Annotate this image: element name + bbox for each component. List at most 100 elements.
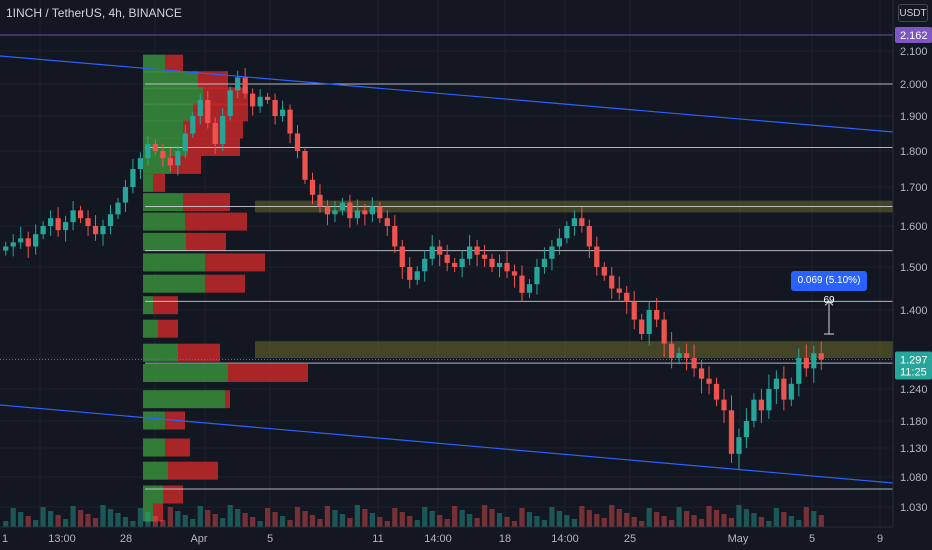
candle-body (571, 218, 577, 226)
volume-bar (534, 516, 540, 527)
volume-bar (235, 509, 241, 527)
candle-body (220, 116, 226, 144)
volume-bar (519, 508, 525, 527)
candle-body (175, 151, 181, 166)
time-tick-label: 18 (499, 533, 511, 545)
volume-bar (347, 518, 353, 527)
vp-bar-down (205, 274, 245, 293)
measure-arrow-icon (824, 300, 834, 306)
candle-body (594, 246, 600, 267)
volume-bar (107, 509, 114, 527)
vp-bar-down (185, 212, 247, 231)
vp-bar-up (143, 232, 186, 251)
vp-bar-down (153, 503, 163, 522)
candle-body (698, 368, 705, 379)
time-tick-label: 5 (809, 533, 815, 545)
vp-bar-down (165, 54, 183, 73)
candle-body (811, 353, 817, 369)
volume-bar (452, 506, 458, 527)
upper-trendline (0, 55, 894, 133)
time-tick-label: 14:00 (551, 533, 579, 545)
candle-body (3, 246, 9, 251)
candle-body (294, 133, 301, 151)
candle-body (272, 100, 278, 116)
candle-body (257, 96, 263, 107)
candle-body (504, 262, 510, 272)
price-tick-label: 1.800 (900, 146, 928, 158)
volume-bar (661, 516, 667, 527)
candle-body (324, 206, 331, 215)
volume-bar (571, 519, 577, 527)
candle-body (332, 210, 338, 215)
volume-bar (205, 510, 211, 527)
volume-bar (811, 511, 817, 527)
volume-bar (818, 515, 824, 527)
volume-bar (459, 510, 465, 527)
volume-bar (362, 509, 368, 527)
time-tick-label: 25 (624, 533, 636, 545)
symbol-title[interactable]: 1INCH / TetherUS, 4h, BINANCE (6, 6, 182, 20)
candle-body (92, 226, 99, 235)
volume-bar (377, 517, 383, 527)
volume-bar (609, 505, 615, 527)
candle-body (459, 258, 465, 267)
volume-bar (579, 506, 585, 527)
candle-body (541, 258, 548, 267)
vp-bar-down (158, 319, 178, 338)
price-tick-label: 1.500 (900, 262, 928, 274)
candle-body (205, 100, 211, 123)
time-tick-label: 11 (372, 533, 383, 545)
price-tick-label: 1.240 (900, 384, 928, 396)
volume-bar (631, 517, 637, 527)
candle-body (803, 358, 809, 369)
volume-bar (332, 510, 338, 527)
volume-bar (227, 505, 233, 527)
volume-bar (437, 515, 443, 527)
vp-bar-up (143, 296, 153, 315)
volume-bar (197, 506, 203, 527)
currency-badge[interactable]: USDT (898, 4, 928, 22)
volume-bar (429, 511, 435, 527)
price-zone (255, 341, 893, 358)
volume-bar (70, 506, 76, 527)
candle-body (796, 358, 802, 384)
volume-bar (489, 509, 495, 527)
volume-bar (466, 514, 473, 527)
price-tick-label: 1.700 (900, 182, 928, 194)
vp-bar-up (143, 503, 153, 522)
volume-bar (399, 512, 405, 527)
volume-bar (339, 514, 346, 527)
candle-body (377, 206, 383, 219)
volume-bar (526, 512, 533, 527)
volume-bar (803, 507, 809, 527)
candle-body (25, 238, 31, 247)
vp-bar-down (186, 232, 226, 251)
time-axis[interactable]: 1 13:00 28 Apr 5 11 14:00 18 14:00 25 May 5 9 (0, 526, 893, 545)
price-tick-label: 1.600 (900, 221, 928, 233)
candle-body (766, 389, 772, 411)
vp-bar-up (143, 343, 178, 362)
vp-bar-up (143, 438, 165, 457)
volume-bar (474, 518, 480, 527)
candle-body (624, 292, 630, 302)
current-price-tag (895, 351, 932, 380)
volume-bar (392, 508, 398, 527)
volume-bar (10, 508, 16, 527)
vp-bar-down (165, 438, 190, 457)
volume-bar (257, 521, 263, 527)
vp-bar-up (143, 253, 205, 272)
candle-body (736, 437, 742, 454)
volume-bar (698, 519, 705, 527)
candle-body (354, 210, 361, 219)
measure-tool[interactable] (824, 300, 834, 335)
price-tick-label: 1.080 (900, 472, 928, 484)
candle-body (152, 144, 158, 151)
volume-bar (369, 513, 375, 527)
candle-body (564, 226, 570, 239)
price-axis[interactable]: 2.100 2.000 1.900 1.800 1.700 1.600 1.500 1.400… (892, 0, 932, 527)
price-tick-label: 1.900 (900, 111, 928, 123)
vp-bar-down (183, 193, 230, 212)
candle-body (639, 319, 645, 334)
volume-bar (40, 507, 46, 527)
